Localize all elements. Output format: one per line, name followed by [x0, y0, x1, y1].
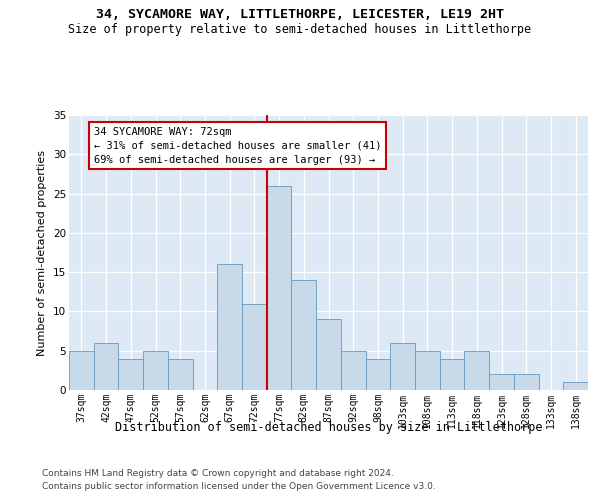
Bar [143, 350, 168, 390]
Bar [464, 350, 489, 390]
Bar [390, 343, 415, 390]
Bar [365, 358, 390, 390]
Text: 34, SYCAMORE WAY, LITTLETHORPE, LEICESTER, LE19 2HT: 34, SYCAMORE WAY, LITTLETHORPE, LEICESTE… [96, 8, 504, 20]
Bar [118, 358, 143, 390]
Bar [563, 382, 588, 390]
Text: Distribution of semi-detached houses by size in Littlethorpe: Distribution of semi-detached houses by … [115, 421, 542, 434]
Y-axis label: Number of semi-detached properties: Number of semi-detached properties [37, 150, 47, 356]
Bar [242, 304, 267, 390]
Bar [168, 358, 193, 390]
Text: Contains HM Land Registry data © Crown copyright and database right 2024.: Contains HM Land Registry data © Crown c… [42, 468, 394, 477]
Bar [217, 264, 242, 390]
Text: Size of property relative to semi-detached houses in Littlethorpe: Size of property relative to semi-detach… [68, 22, 532, 36]
Bar [69, 350, 94, 390]
Bar [440, 358, 464, 390]
Bar [415, 350, 440, 390]
Text: 34 SYCAMORE WAY: 72sqm
← 31% of semi-detached houses are smaller (41)
69% of sem: 34 SYCAMORE WAY: 72sqm ← 31% of semi-det… [94, 127, 381, 165]
Text: Contains public sector information licensed under the Open Government Licence v3: Contains public sector information licen… [42, 482, 436, 491]
Bar [341, 350, 365, 390]
Bar [514, 374, 539, 390]
Bar [267, 186, 292, 390]
Bar [489, 374, 514, 390]
Bar [94, 343, 118, 390]
Bar [292, 280, 316, 390]
Bar [316, 320, 341, 390]
